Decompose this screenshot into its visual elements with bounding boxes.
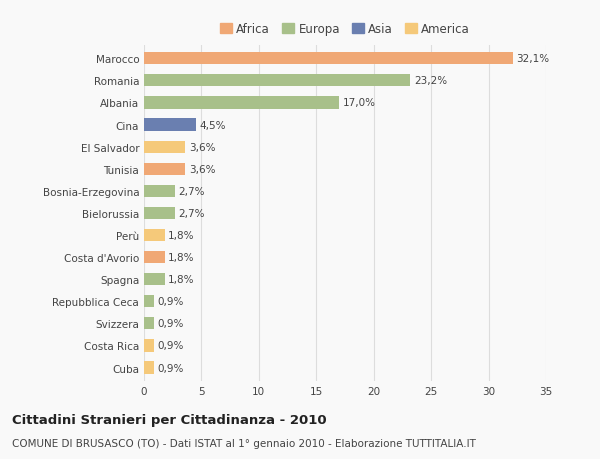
Bar: [144, 53, 512, 65]
Text: 17,0%: 17,0%: [343, 98, 376, 108]
Bar: [144, 340, 154, 352]
Text: 32,1%: 32,1%: [516, 54, 549, 64]
Bar: [144, 163, 185, 175]
Bar: [144, 252, 164, 263]
Bar: [144, 318, 154, 330]
Bar: [144, 362, 154, 374]
Text: COMUNE DI BRUSASCO (TO) - Dati ISTAT al 1° gennaio 2010 - Elaborazione TUTTITALI: COMUNE DI BRUSASCO (TO) - Dati ISTAT al …: [12, 438, 476, 448]
Text: 0,9%: 0,9%: [158, 319, 184, 329]
Bar: [144, 141, 185, 153]
Bar: [144, 97, 339, 109]
Bar: [144, 274, 164, 285]
Text: 2,7%: 2,7%: [178, 186, 205, 196]
Text: 1,8%: 1,8%: [168, 230, 194, 241]
Text: 0,9%: 0,9%: [158, 363, 184, 373]
Bar: [144, 75, 410, 87]
Text: 1,8%: 1,8%: [168, 274, 194, 285]
Legend: Africa, Europa, Asia, America: Africa, Europa, Asia, America: [215, 18, 475, 41]
Text: 3,6%: 3,6%: [189, 142, 215, 152]
Bar: [144, 207, 175, 219]
Text: 1,8%: 1,8%: [168, 252, 194, 263]
Text: 23,2%: 23,2%: [414, 76, 447, 86]
Text: 0,9%: 0,9%: [158, 297, 184, 307]
Bar: [144, 185, 175, 197]
Text: Cittadini Stranieri per Cittadinanza - 2010: Cittadini Stranieri per Cittadinanza - 2…: [12, 413, 326, 426]
Text: 0,9%: 0,9%: [158, 341, 184, 351]
Bar: [144, 230, 164, 241]
Text: 2,7%: 2,7%: [178, 208, 205, 218]
Bar: [144, 296, 154, 308]
Text: 3,6%: 3,6%: [189, 164, 215, 174]
Bar: [144, 119, 196, 131]
Text: 4,5%: 4,5%: [199, 120, 226, 130]
